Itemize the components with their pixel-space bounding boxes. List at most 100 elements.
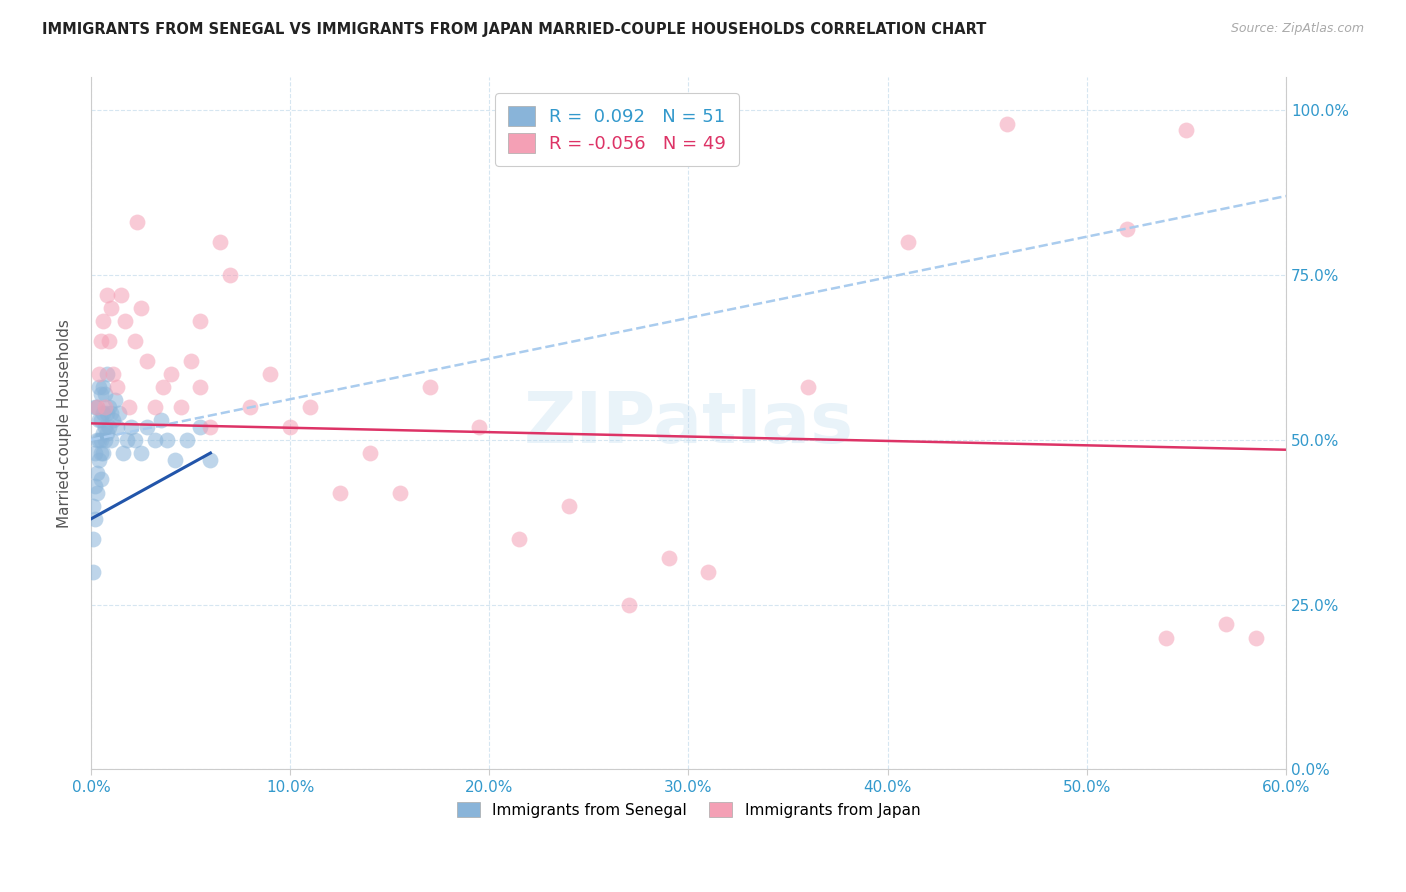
Point: [152, 380, 174, 394]
Point: [91, 380, 114, 394]
Point: [114, 314, 136, 328]
Point: [298, 400, 321, 414]
Point: [82, 532, 104, 546]
Point: [100, 407, 122, 421]
Point: [104, 393, 127, 408]
Point: [1244, 631, 1267, 645]
Point: [219, 268, 242, 282]
Point: [359, 446, 381, 460]
Point: [86, 466, 108, 480]
Point: [180, 353, 202, 368]
Point: [90, 386, 112, 401]
Text: IMMIGRANTS FROM SENEGAL VS IMMIGRANTS FROM JAPAN MARRIED-COUPLE HOUSEHOLDS CORRE: IMMIGRANTS FROM SENEGAL VS IMMIGRANTS FR…: [42, 22, 987, 37]
Point: [111, 446, 134, 460]
Point: [97, 400, 120, 414]
Point: [96, 407, 118, 421]
Point: [87, 452, 110, 467]
Point: [87, 367, 110, 381]
Point: [96, 288, 118, 302]
Point: [87, 433, 110, 447]
Point: [129, 446, 152, 460]
Point: [90, 446, 112, 460]
Point: [101, 367, 124, 381]
Point: [200, 452, 222, 467]
Point: [135, 353, 157, 368]
Point: [149, 413, 172, 427]
Point: [94, 419, 117, 434]
Point: [97, 334, 120, 348]
Point: [508, 532, 530, 546]
Point: [90, 433, 112, 447]
Point: [388, 485, 411, 500]
Point: [115, 433, 138, 447]
Point: [91, 314, 114, 328]
Point: [169, 400, 191, 414]
Point: [108, 407, 131, 421]
Point: [100, 433, 122, 447]
Point: [90, 413, 112, 427]
Point: [200, 419, 222, 434]
Point: [190, 419, 212, 434]
Point: [163, 452, 186, 467]
Point: [209, 235, 232, 249]
Point: [96, 426, 118, 441]
Text: Source: ZipAtlas.com: Source: ZipAtlas.com: [1230, 22, 1364, 36]
Point: [135, 419, 157, 434]
Point: [91, 407, 114, 421]
Point: [468, 419, 491, 434]
Point: [896, 235, 918, 249]
Point: [143, 433, 166, 447]
Point: [125, 215, 148, 229]
Point: [96, 367, 118, 381]
Point: [1175, 123, 1198, 137]
Point: [418, 380, 440, 394]
Point: [82, 565, 104, 579]
Point: [124, 433, 146, 447]
Point: [1115, 222, 1137, 236]
Point: [176, 433, 198, 447]
Point: [86, 400, 108, 414]
Point: [159, 367, 181, 381]
Legend: Immigrants from Senegal, Immigrants from Japan: Immigrants from Senegal, Immigrants from…: [450, 796, 927, 824]
Point: [190, 380, 212, 394]
Point: [697, 565, 720, 579]
Text: ZIPatlas: ZIPatlas: [523, 389, 853, 458]
Point: [90, 334, 112, 348]
Point: [100, 301, 122, 315]
Point: [129, 301, 152, 315]
Point: [1215, 617, 1237, 632]
Point: [82, 499, 104, 513]
Point: [105, 380, 128, 394]
Point: [91, 426, 114, 441]
Point: [558, 499, 581, 513]
Point: [190, 314, 212, 328]
Point: [91, 446, 114, 460]
Point: [94, 386, 117, 401]
Point: [156, 433, 179, 447]
Point: [84, 446, 107, 460]
Point: [84, 400, 107, 414]
Point: [94, 400, 117, 414]
Point: [86, 433, 108, 447]
Point: [124, 334, 146, 348]
Point: [105, 419, 128, 434]
Point: [84, 479, 107, 493]
Point: [84, 512, 107, 526]
Point: [329, 485, 352, 500]
Point: [110, 288, 132, 302]
Y-axis label: Married-couple Households: Married-couple Households: [58, 319, 72, 528]
Point: [617, 598, 640, 612]
Point: [87, 380, 110, 394]
Point: [86, 485, 108, 500]
Point: [995, 117, 1018, 131]
Point: [97, 419, 120, 434]
Point: [1156, 631, 1178, 645]
Point: [90, 472, 112, 486]
Point: [87, 413, 110, 427]
Point: [657, 551, 679, 566]
Point: [239, 400, 262, 414]
Point: [118, 400, 141, 414]
Point: [259, 367, 281, 381]
Point: [143, 400, 166, 414]
Point: [94, 433, 117, 447]
